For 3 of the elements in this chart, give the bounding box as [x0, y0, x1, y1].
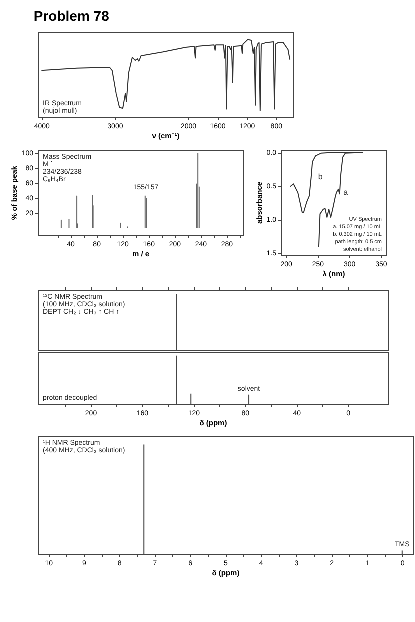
chart-title: Problem 78 [34, 8, 110, 24]
series-label: b [318, 172, 324, 182]
series-label: a [344, 188, 349, 197]
